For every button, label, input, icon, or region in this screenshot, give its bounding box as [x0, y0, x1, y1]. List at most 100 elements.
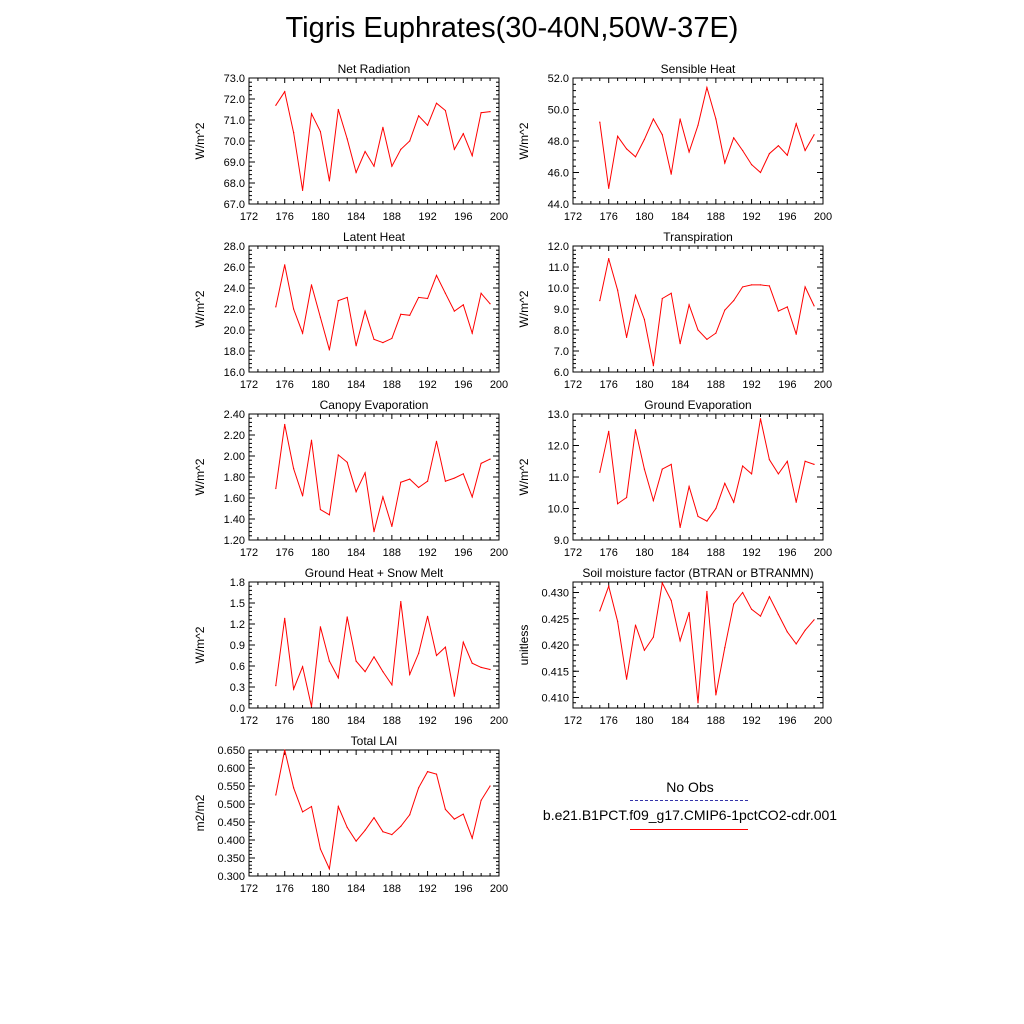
- data-point: [750, 284, 753, 286]
- data-point: [435, 773, 438, 775]
- data-point: [759, 171, 762, 174]
- x-tick-label: 200: [814, 379, 832, 391]
- y-tick-label: 0.420: [541, 640, 569, 652]
- y-tick-label: 0.415: [541, 666, 569, 678]
- data-point: [652, 636, 654, 638]
- y-tick-label: 0.600: [217, 763, 245, 775]
- data-point: [777, 310, 779, 312]
- data-point: [337, 454, 339, 456]
- data-point: [697, 515, 699, 517]
- x-tick-label: 188: [383, 883, 401, 895]
- y-tick-label: 16.0: [224, 367, 245, 379]
- data-point: [724, 647, 726, 649]
- plot-frame: [572, 77, 824, 205]
- x-tick-label: 184: [347, 211, 365, 223]
- y-tick-label: 12.0: [548, 241, 569, 253]
- data-point: [599, 300, 601, 302]
- y-axis-label: unitless: [517, 625, 531, 666]
- data-point: [652, 500, 654, 502]
- chart-panel: Total LAI m2/m2 172 176 180 184 188 192 196 200 0.…: [193, 734, 508, 895]
- series-line: [275, 601, 491, 707]
- data-point: [355, 345, 357, 347]
- chart-title: Transpiration: [663, 230, 733, 244]
- data-point: [275, 794, 277, 796]
- x-tick-label: 184: [347, 883, 365, 895]
- y-tick-label: 11.0: [548, 262, 569, 274]
- data-point: [670, 292, 672, 294]
- data-point: [750, 164, 753, 166]
- data-point: [670, 173, 672, 175]
- y-tick-label: 28.0: [224, 241, 245, 253]
- x-tick-label: 180: [635, 715, 653, 727]
- y-tick-label: 0.550: [217, 781, 245, 793]
- data-point: [382, 671, 384, 673]
- data-point: [759, 284, 762, 286]
- data-point: [688, 485, 690, 488]
- y-tick-label: 72.0: [224, 94, 245, 106]
- data-point: [418, 486, 420, 489]
- x-tick-label: 200: [814, 715, 832, 727]
- chart-panel: Latent Heat W/m^2 172 176 180 184 188 192 196 200…: [193, 230, 508, 391]
- data-point: [275, 685, 277, 687]
- data-point: [679, 526, 681, 529]
- chart-title: Soil moisture factor (BTRAN or BTRANMN): [582, 566, 813, 580]
- data-point: [661, 134, 663, 136]
- data-point: [409, 314, 411, 316]
- data-point: [435, 274, 438, 276]
- data-point: [697, 124, 699, 126]
- x-tick-label: 196: [778, 547, 796, 559]
- chart-title: Ground Evaporation: [644, 398, 751, 412]
- data-point: [608, 258, 610, 260]
- y-axis-label: W/m^2: [193, 626, 207, 663]
- x-tick-label: 192: [742, 715, 760, 727]
- chart-panel: Ground Evaporation W/m^2 172 176 180 184 188 19…: [517, 398, 832, 559]
- x-tick-label: 172: [240, 547, 258, 559]
- y-tick-label: 9.0: [554, 535, 569, 547]
- y-tick-label: 10.0: [548, 504, 569, 516]
- chart-title: Canopy Evaporation: [320, 398, 429, 412]
- data-point: [319, 130, 322, 133]
- data-point: [795, 123, 797, 125]
- data-point: [489, 785, 491, 787]
- data-point: [742, 465, 744, 467]
- data-point: [661, 582, 663, 584]
- chart-panel: Ground Heat + Snow Melt W/m^2 172 176 180 184…: [193, 566, 508, 727]
- x-tick-label: 188: [383, 547, 401, 559]
- data-point: [409, 478, 411, 480]
- x-tick-label: 196: [454, 883, 472, 895]
- x-tick-label: 180: [311, 547, 329, 559]
- data-point: [733, 300, 735, 302]
- y-tick-label: 2.20: [224, 430, 245, 442]
- data-point: [706, 590, 708, 593]
- y-tick-label: 1.5: [230, 598, 245, 610]
- data-point: [715, 332, 717, 334]
- data-point: [599, 121, 601, 123]
- data-point: [355, 840, 357, 842]
- data-point: [462, 473, 464, 475]
- x-tick-label: 200: [490, 211, 508, 223]
- data-point: [643, 649, 646, 651]
- data-point: [786, 306, 788, 308]
- x-tick-label: 188: [707, 715, 725, 727]
- y-tick-label: 26.0: [224, 262, 245, 274]
- page-title: Tigris Euphrates(30-40N,50W-37E): [285, 12, 739, 44]
- data-point: [768, 285, 771, 287]
- x-tick-label: 172: [240, 715, 258, 727]
- legend-obs-label: No Obs: [666, 779, 714, 795]
- x-tick-label: 180: [635, 547, 653, 559]
- data-point: [435, 440, 438, 442]
- data-point: [418, 652, 420, 655]
- data-point: [661, 468, 663, 470]
- y-tick-label: 0.430: [541, 588, 569, 600]
- data-point: [724, 482, 726, 484]
- data-point: [462, 133, 464, 135]
- x-tick-label: 176: [276, 547, 294, 559]
- data-point: [733, 137, 735, 139]
- x-tick-label: 176: [600, 379, 618, 391]
- data-point: [328, 180, 330, 182]
- data-point: [409, 140, 411, 142]
- y-tick-label: 0.9: [230, 640, 245, 652]
- y-axis-label: W/m^2: [517, 458, 531, 495]
- x-tick-label: 192: [418, 715, 436, 727]
- y-axis-label: W/m^2: [193, 122, 207, 159]
